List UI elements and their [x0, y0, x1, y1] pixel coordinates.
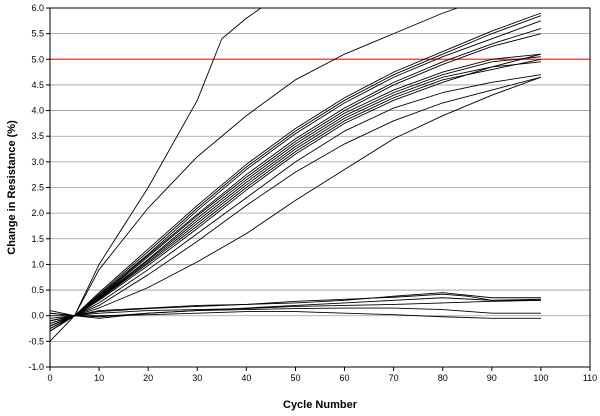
x-tick-label: 100 — [533, 373, 548, 383]
x-tick-label: 60 — [340, 373, 350, 383]
series-line-11 — [49, 58, 542, 329]
series-line-21 — [49, 310, 541, 319]
y-tick-label: 0.0 — [31, 311, 44, 321]
series-line-20 — [49, 307, 541, 318]
series-line-15 — [49, 76, 542, 322]
series-line-9 — [49, 56, 541, 327]
x-tick-label: 40 — [241, 373, 251, 383]
series-line-1 — [49, 7, 262, 342]
x-axis-title: Cycle Number — [283, 399, 358, 411]
y-tick-label: 2.5 — [31, 183, 44, 193]
x-tick-label: 10 — [94, 373, 104, 383]
series-line-14 — [49, 76, 542, 332]
x-tick-label: 70 — [389, 373, 399, 383]
y-tick-label: 1.5 — [31, 234, 44, 244]
series-line-7 — [49, 33, 542, 322]
x-tick-label: 50 — [290, 373, 300, 383]
x-tick-label: 110 — [583, 373, 597, 383]
series-line-13 — [49, 74, 541, 327]
series-line-6 — [49, 28, 542, 327]
series-line-12 — [49, 53, 542, 324]
y-tick-label: 6.0 — [31, 3, 44, 13]
x-tick-label: 90 — [487, 373, 497, 383]
x-tick-label: 80 — [438, 373, 448, 383]
y-tick-labels: -1.0 -0.5 0.0 0.5 1.0 1.5 2.0 2.5 3.0 3.5 4.0 4.5 5.… — [28, 3, 50, 372]
series-line-5 — [49, 20, 542, 324]
series-line-3 — [49, 12, 542, 327]
x-tick-label: 30 — [192, 373, 202, 383]
y-tick-label: -1.0 — [28, 362, 44, 372]
y-tick-label: 0.5 — [31, 285, 44, 295]
y-tick-label: 3.5 — [31, 131, 44, 141]
y-tick-label: 1.0 — [31, 259, 44, 269]
series-layer — [49, 7, 542, 342]
series-line-16 — [49, 292, 541, 317]
series-line-4 — [49, 15, 542, 329]
series-line-10 — [49, 61, 541, 322]
y-tick-label: 2.0 — [31, 208, 44, 218]
x-tick-label: 0 — [47, 373, 52, 383]
y-tick-label: 5.0 — [31, 54, 44, 64]
y-tick-label: 4.5 — [31, 80, 44, 90]
series-line-2 — [49, 7, 458, 332]
y-tick-label: 5.5 — [31, 29, 44, 39]
series-line-18 — [49, 297, 541, 319]
x-tick-labels: 0 10 20 30 40 50 60 70 80 90 100 110 — [47, 367, 597, 383]
y-tick-label: 4.0 — [31, 106, 44, 116]
y-tick-label: -0.5 — [28, 336, 44, 346]
x-tick-label: 20 — [143, 373, 153, 383]
y-axis-title: Change in Resistance (%) — [6, 120, 18, 255]
series-line-19 — [50, 299, 541, 317]
series-line-17 — [49, 293, 541, 322]
y-tick-label: 3.0 — [31, 157, 44, 167]
